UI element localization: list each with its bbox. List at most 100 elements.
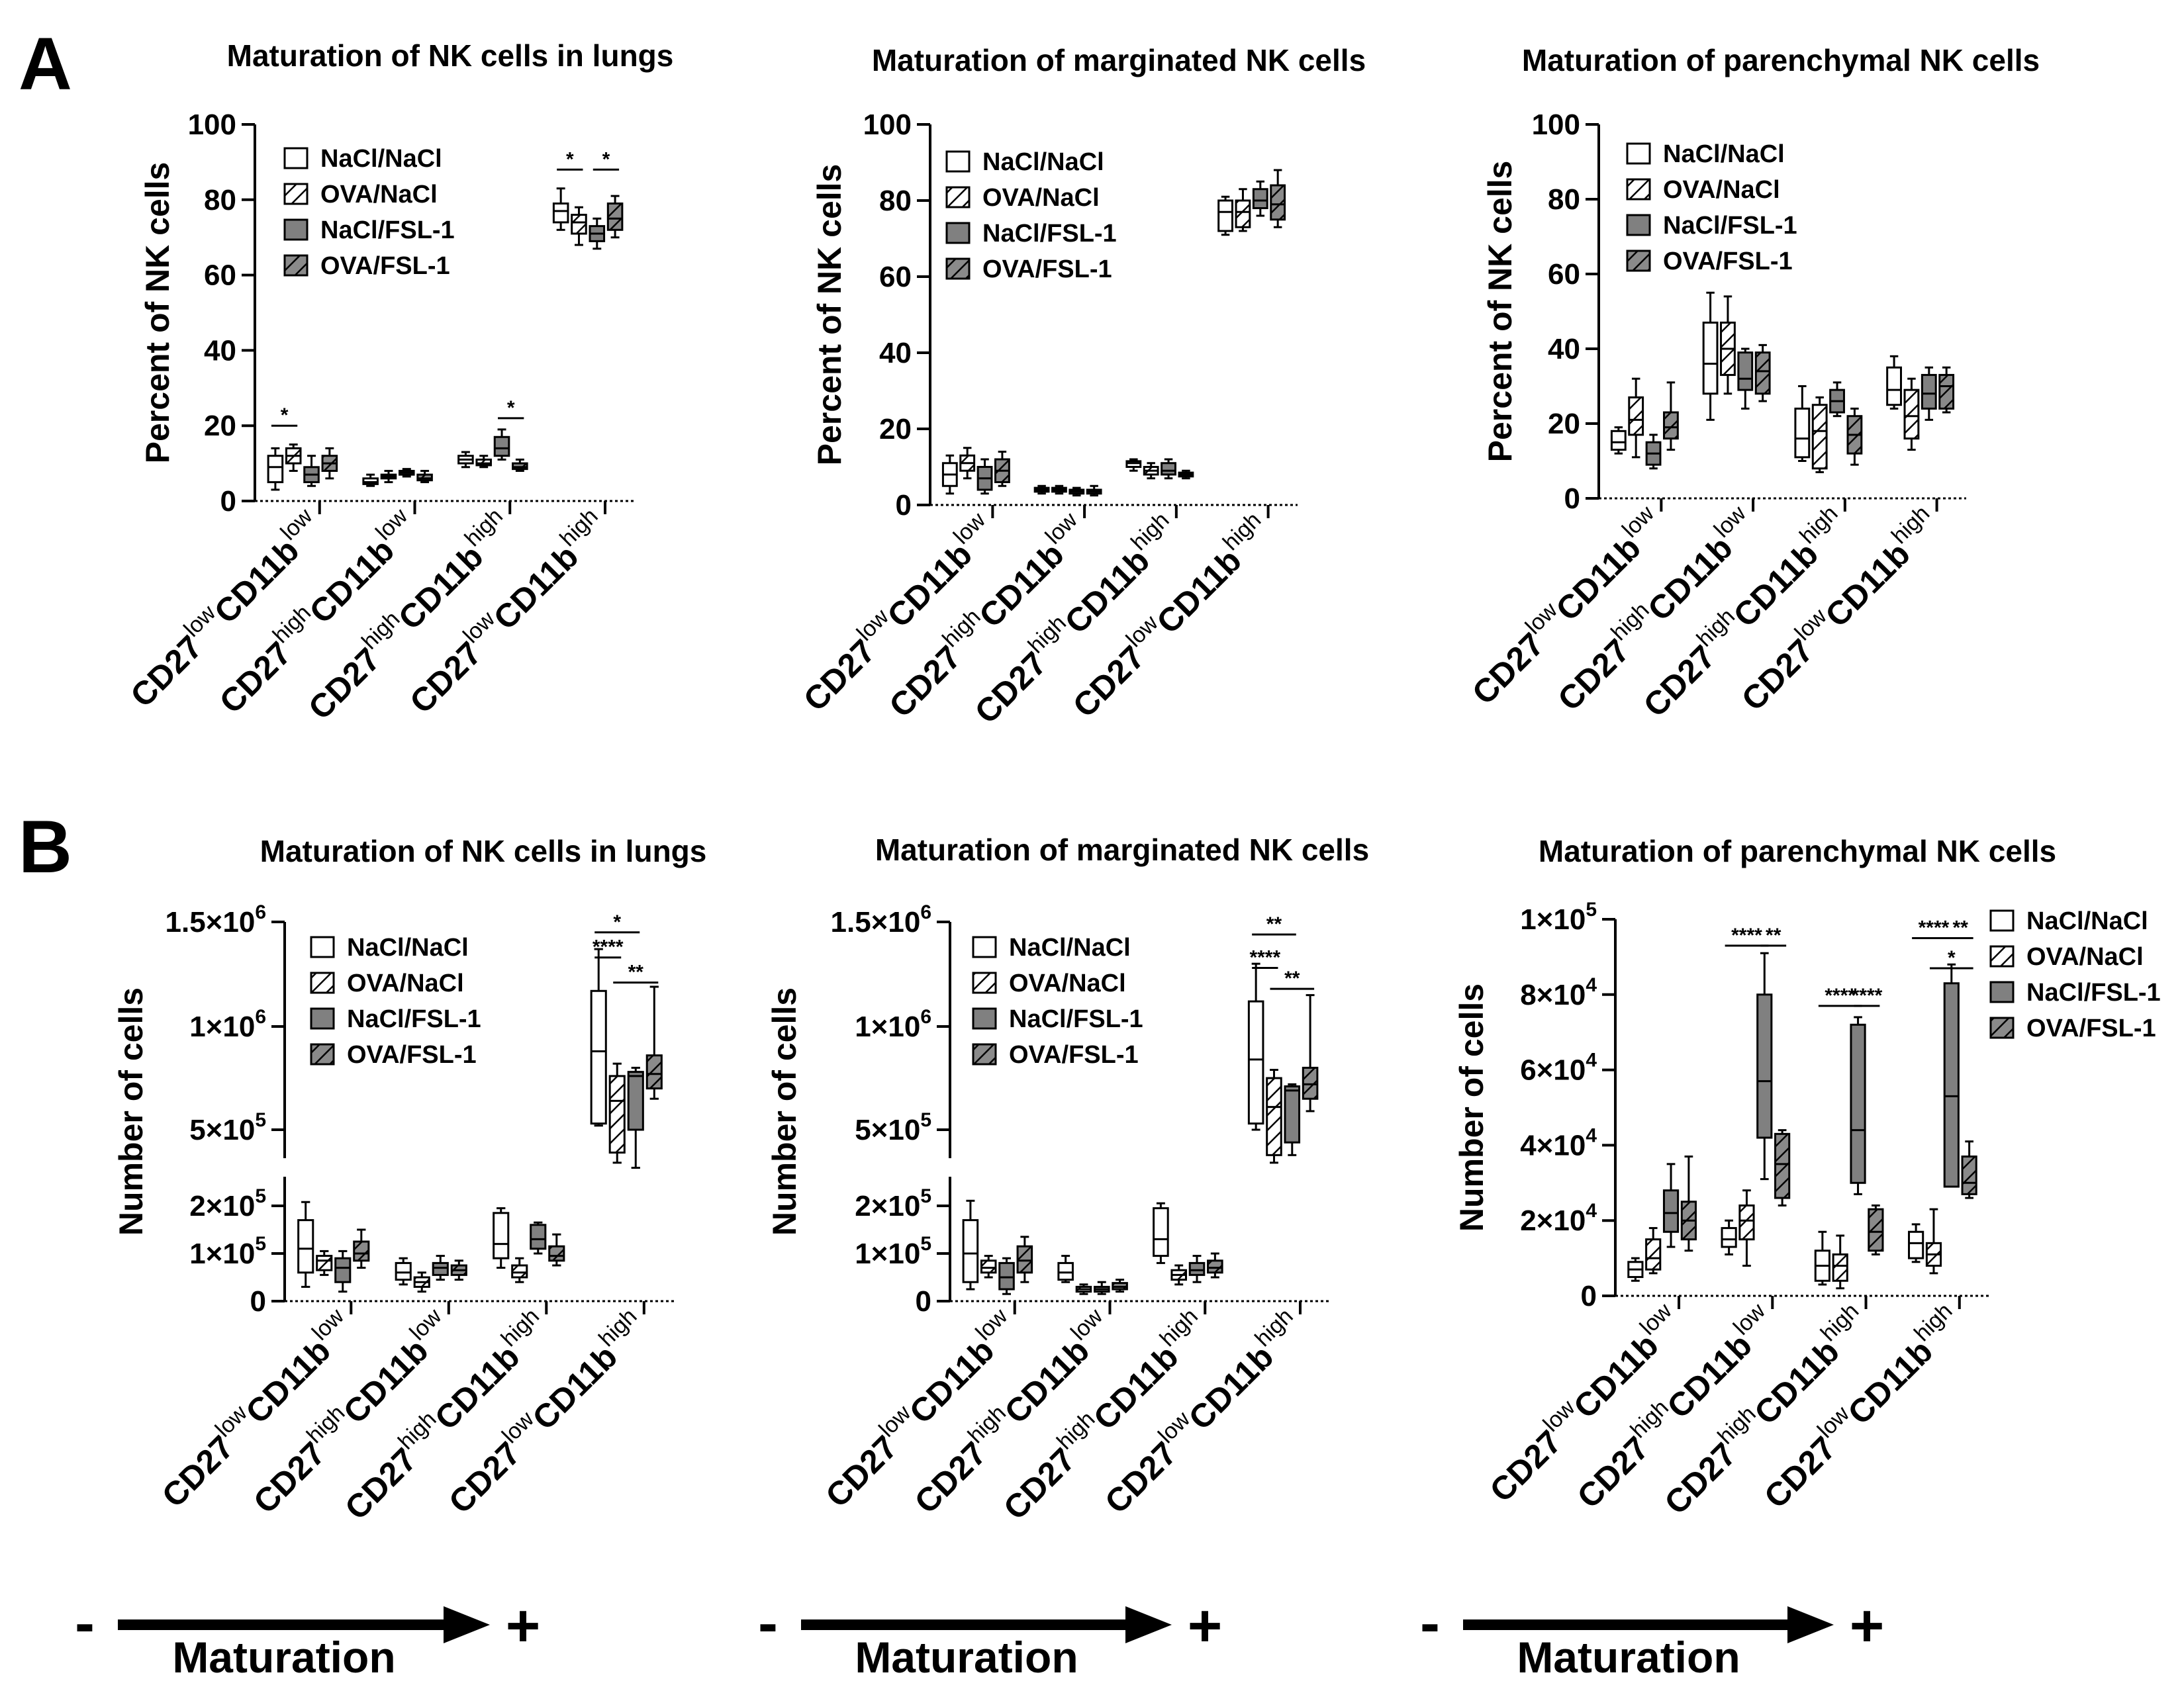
box-ova-fsl-1 — [606, 195, 624, 239]
chart-title: Maturation of parenchymal NK cells — [1522, 43, 2040, 77]
box-ova-nacl — [1628, 377, 1644, 459]
box-nacl-nacl — [552, 187, 569, 231]
y-tick-label: 8×104 — [1520, 974, 1597, 1011]
minus-sign: - — [758, 1590, 778, 1657]
legend-swatch — [972, 1007, 997, 1030]
legend-label: OVA/NaCl — [1009, 970, 1126, 997]
box-ova-fsl-1 — [1846, 407, 1863, 466]
significance-label: **** — [1249, 947, 1280, 969]
legend-swatch — [283, 183, 309, 205]
box-nacl-nacl — [1702, 291, 1719, 421]
legend-swatch — [1626, 214, 1651, 236]
box-nacl-fsl-1 — [627, 1066, 644, 1169]
y-tick-label: 100 — [1532, 109, 1580, 141]
box-nacl-nacl — [1153, 1202, 1169, 1264]
legend-label: NaCl/NaCl — [982, 148, 1104, 176]
box-ova-fsl-1 — [994, 451, 1010, 487]
legend-label: OVA/FSL-1 — [982, 255, 1112, 283]
box-nacl-nacl — [267, 447, 284, 491]
minus-sign: - — [1420, 1590, 1440, 1657]
box-body — [432, 1261, 449, 1276]
box-body — [1794, 407, 1811, 459]
legend-label: OVA/FSL-1 — [1663, 248, 1793, 275]
box-body — [1663, 411, 1679, 440]
legend-label: NaCl/FSL-1 — [320, 216, 455, 244]
box-nacl-fsl-1 — [1252, 180, 1268, 217]
y-tick-label: 2×105 — [189, 1185, 266, 1222]
box-nacl-nacl — [1721, 1219, 1737, 1255]
y-tick-label: 20 — [1548, 408, 1580, 440]
box-nacl-fsl-1 — [1188, 1255, 1206, 1283]
box-ova-fsl-1 — [1207, 1252, 1223, 1279]
y-tick-label: 4×104 — [1520, 1124, 1597, 1161]
box-body — [1738, 1204, 1755, 1241]
legend: NaCl/NaCl OVA/NaCl NaCl/FSL-1 OVA/FSL-1 — [1626, 140, 1797, 275]
box-body — [1754, 351, 1771, 395]
y-tick-label: 20 — [204, 410, 236, 442]
box-ova-fsl-1 — [353, 1228, 370, 1269]
y-axis-label: Percent of NK cells — [139, 162, 176, 464]
significance-label: * — [1948, 947, 1956, 969]
box-body — [645, 1054, 663, 1090]
box-nacl-nacl — [1217, 195, 1233, 236]
box-ova-fsl-1 — [1086, 484, 1102, 497]
chart-b1: Maturation of NK cells in lungs Number of… — [113, 834, 706, 1527]
significance-label: * — [602, 148, 610, 170]
legend-label: NaCl/NaCl — [1009, 934, 1131, 962]
box-nacl-nacl — [297, 1201, 314, 1288]
box-body — [316, 1255, 333, 1271]
y-tick-label: 0 — [1564, 482, 1580, 515]
significance-label: ** — [1284, 968, 1300, 989]
arrow-head — [444, 1606, 490, 1643]
legend-swatch — [972, 972, 997, 994]
box-nacl-nacl — [1033, 484, 1050, 495]
box-body — [530, 1224, 547, 1250]
legend-label: OVA/FSL-1 — [320, 252, 450, 280]
box-body — [395, 1261, 412, 1281]
box-ova-nacl — [1832, 1234, 1848, 1290]
box-nacl-nacl — [457, 451, 474, 469]
box-body — [1811, 404, 1828, 470]
legend: NaCl/NaCl OVA/NaCl NaCl/FSL-1 OVA/FSL-1 — [283, 145, 455, 280]
arrow-head — [1787, 1606, 1834, 1643]
panel-label-b: B — [19, 805, 72, 888]
box-body — [548, 1245, 565, 1262]
box-body — [552, 202, 569, 224]
legend: NaCl/NaCl OVA/NaCl NaCl/FSL-1 OVA/FSL-1 — [310, 934, 481, 1069]
box-body — [1961, 1155, 1977, 1195]
box-body — [1756, 993, 1773, 1139]
box-body — [1235, 199, 1251, 228]
y-tick-label: 60 — [879, 261, 912, 293]
box-body — [980, 1259, 997, 1274]
box-nacl-fsl-1 — [1094, 1281, 1110, 1295]
box-nacl-fsl-1 — [998, 1257, 1015, 1295]
box-body — [1252, 188, 1268, 209]
chart-b3: Maturation of parenchymal NK cells Number… — [1453, 834, 2161, 1522]
box-body — [267, 455, 284, 484]
legend-swatch — [283, 218, 309, 241]
box-body — [1188, 1261, 1206, 1276]
box-body — [1628, 396, 1644, 436]
box-nacl-fsl-1 — [589, 217, 606, 250]
box-body — [334, 1257, 352, 1283]
maturation-label: Maturation — [855, 1633, 1078, 1682]
box-body — [1850, 1023, 1866, 1184]
box-nacl-fsl-1 — [1284, 1083, 1301, 1156]
y-tick-label: 100 — [188, 109, 236, 141]
box-nacl-nacl — [362, 473, 379, 487]
y-tick-label: 40 — [1548, 333, 1580, 365]
legend-swatch — [283, 147, 309, 169]
legend: NaCl/NaCl OVA/NaCl NaCl/FSL-1 OVA/FSL-1 — [945, 148, 1117, 283]
y-tick-label: 1.5×106 — [831, 901, 932, 938]
box-body — [297, 1219, 314, 1274]
chart-a1: Maturation of NK cells in lungs Percent o… — [123, 38, 673, 727]
box-body — [1938, 374, 1955, 410]
box-nacl-fsl-1 — [432, 1255, 449, 1281]
box-body — [1662, 1189, 1680, 1233]
box-nacl-nacl — [1886, 355, 1902, 410]
box-nacl-fsl-1 — [1921, 366, 1937, 421]
y-tick-label: 1.5×106 — [166, 901, 267, 938]
box-body — [998, 1261, 1015, 1291]
box-ova-fsl-1 — [1680, 1155, 1697, 1252]
box-body — [1057, 1261, 1074, 1281]
